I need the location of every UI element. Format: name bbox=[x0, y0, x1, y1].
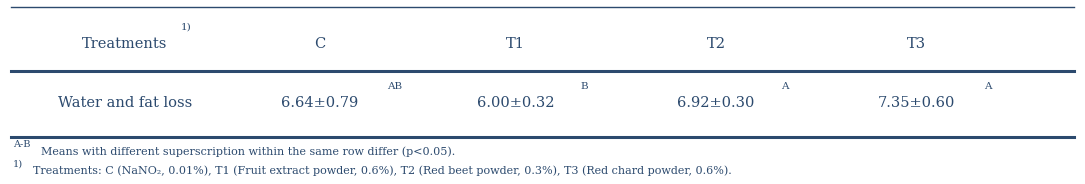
Text: Treatments: C (NaNO₂, 0.01%), T1 (Fruit extract powder, 0.6%), T2 (Red beet powd: Treatments: C (NaNO₂, 0.01%), T1 (Fruit … bbox=[33, 166, 731, 176]
Text: A-B: A-B bbox=[13, 140, 30, 149]
Text: Treatments: Treatments bbox=[82, 37, 167, 51]
Text: 7.35±0.60: 7.35±0.60 bbox=[878, 96, 956, 110]
Text: 1): 1) bbox=[181, 22, 192, 31]
Text: 6.00±0.32: 6.00±0.32 bbox=[476, 96, 554, 110]
Text: T1: T1 bbox=[506, 37, 525, 51]
Text: B: B bbox=[580, 82, 588, 91]
Text: T2: T2 bbox=[706, 37, 726, 51]
Text: Water and fat loss: Water and fat loss bbox=[58, 96, 192, 110]
Text: A: A bbox=[781, 82, 789, 91]
Text: AB: AB bbox=[387, 82, 403, 91]
Text: 1): 1) bbox=[13, 159, 23, 168]
Text: 6.92±0.30: 6.92±0.30 bbox=[677, 96, 755, 110]
Text: 6.64±0.79: 6.64±0.79 bbox=[281, 96, 359, 110]
Text: Means with different superscription within the same row differ (p<0.05).: Means with different superscription with… bbox=[41, 146, 456, 157]
Text: T3: T3 bbox=[907, 37, 927, 51]
Text: C: C bbox=[315, 37, 326, 51]
Text: A: A bbox=[984, 82, 992, 91]
